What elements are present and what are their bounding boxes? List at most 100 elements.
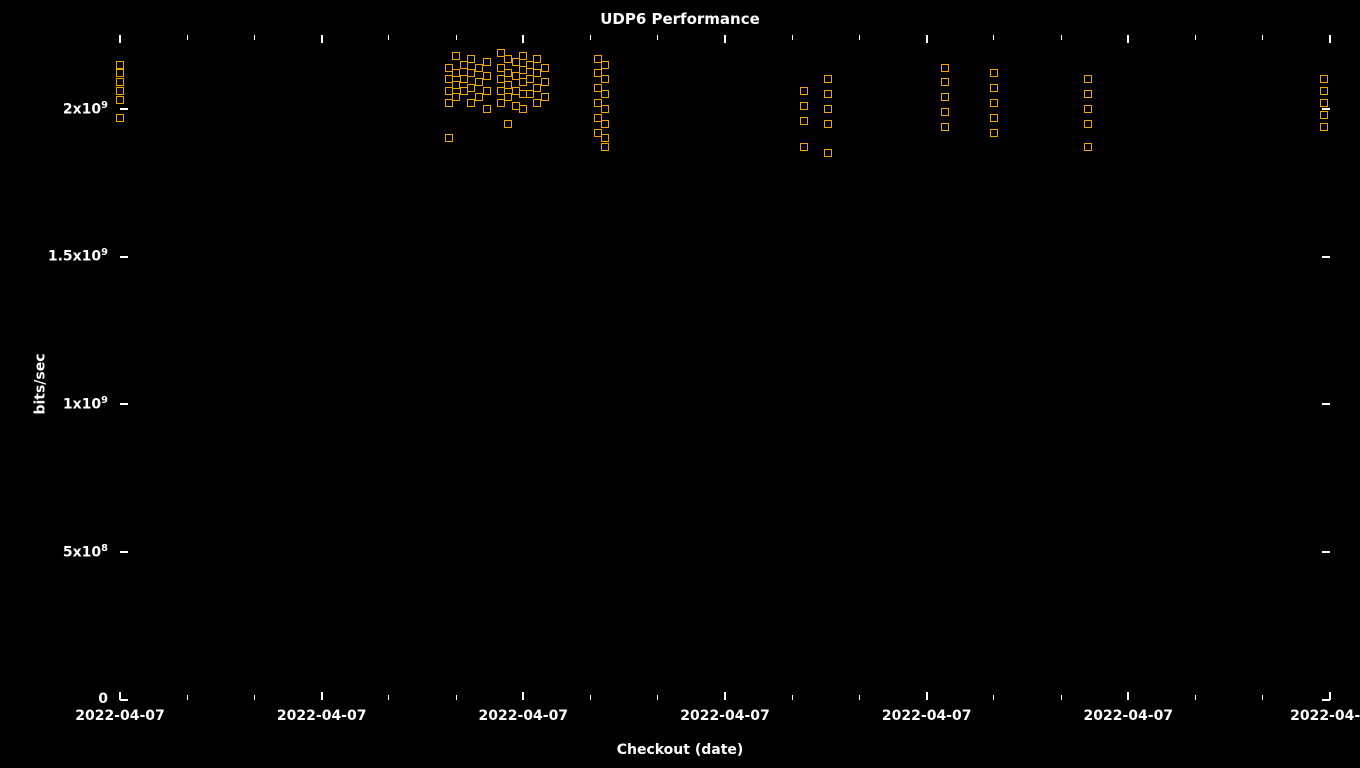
data-point xyxy=(483,58,491,66)
x-tick xyxy=(926,35,928,43)
x-tick xyxy=(724,692,726,700)
data-point xyxy=(824,90,832,98)
x-tick-label: 2022-04-07 xyxy=(479,708,569,724)
data-point xyxy=(1084,75,1092,83)
x-tick xyxy=(522,692,524,700)
x-minor-tick xyxy=(187,695,188,700)
data-point xyxy=(1084,90,1092,98)
x-minor-tick xyxy=(1195,35,1196,40)
x-axis-label: Checkout (date) xyxy=(0,742,1360,758)
data-point xyxy=(116,61,124,69)
x-minor-tick xyxy=(993,35,994,40)
data-point xyxy=(824,120,832,128)
data-point xyxy=(541,93,549,101)
data-point xyxy=(483,72,491,80)
data-point xyxy=(800,102,808,110)
data-point xyxy=(1084,143,1092,151)
data-point xyxy=(519,105,527,113)
x-minor-tick xyxy=(1262,35,1263,40)
x-tick xyxy=(321,692,323,700)
data-point xyxy=(116,114,124,122)
y-tick xyxy=(1322,256,1330,258)
x-minor-tick xyxy=(456,695,457,700)
y-tick-label: 1.5x109 xyxy=(48,247,108,265)
data-point xyxy=(116,69,124,77)
data-point xyxy=(1320,99,1328,107)
data-point xyxy=(541,64,549,72)
y-tick xyxy=(1322,403,1330,405)
data-point xyxy=(824,105,832,113)
x-tick xyxy=(119,692,121,700)
x-minor-tick xyxy=(859,35,860,40)
data-point xyxy=(1320,123,1328,131)
x-minor-tick xyxy=(254,35,255,40)
data-point xyxy=(800,143,808,151)
x-tick xyxy=(119,35,121,43)
chart-title: UDP6 Performance xyxy=(0,10,1360,28)
data-point xyxy=(941,93,949,101)
y-tick xyxy=(1322,551,1330,553)
x-tick xyxy=(1127,35,1129,43)
data-point xyxy=(990,84,998,92)
x-minor-tick xyxy=(590,35,591,40)
data-point xyxy=(533,55,541,63)
y-tick xyxy=(120,699,128,701)
x-minor-tick xyxy=(254,695,255,700)
data-point xyxy=(452,52,460,60)
x-tick xyxy=(522,35,524,43)
data-point xyxy=(1084,120,1092,128)
x-tick xyxy=(724,35,726,43)
data-point xyxy=(601,143,609,151)
data-point xyxy=(483,105,491,113)
data-point xyxy=(541,78,549,86)
y-tick-label: 2x109 xyxy=(63,100,108,118)
data-point xyxy=(116,78,124,86)
data-point xyxy=(941,123,949,131)
x-minor-tick xyxy=(388,35,389,40)
x-tick-label: 2022-04-07 xyxy=(75,708,165,724)
x-tick xyxy=(926,692,928,700)
x-minor-tick xyxy=(1061,695,1062,700)
x-minor-tick xyxy=(657,695,658,700)
data-point xyxy=(990,99,998,107)
x-tick xyxy=(1127,692,1129,700)
y-tick xyxy=(120,108,128,110)
data-point xyxy=(519,52,527,60)
data-point xyxy=(601,105,609,113)
x-minor-tick xyxy=(590,695,591,700)
x-minor-tick xyxy=(792,695,793,700)
data-point xyxy=(116,87,124,95)
data-point xyxy=(467,55,475,63)
data-point xyxy=(941,108,949,116)
data-point xyxy=(467,84,475,92)
x-minor-tick xyxy=(187,35,188,40)
udp6-performance-chart: UDP6 Performance bits/sec Checkout (date… xyxy=(0,0,1360,768)
data-point xyxy=(483,87,491,95)
x-tick-label: 2022-04-07 xyxy=(277,708,367,724)
y-tick-label: 1x109 xyxy=(63,395,108,413)
data-point xyxy=(1320,111,1328,119)
data-point xyxy=(990,69,998,77)
data-point xyxy=(116,96,124,104)
x-tick xyxy=(1329,692,1331,700)
data-point xyxy=(800,87,808,95)
data-point xyxy=(941,64,949,72)
data-point xyxy=(601,120,609,128)
x-tick xyxy=(321,35,323,43)
data-point xyxy=(601,90,609,98)
x-minor-tick xyxy=(792,35,793,40)
data-point xyxy=(445,134,453,142)
plot-area: 05x1081x1091.5x1092x1092022-04-072022-04… xyxy=(120,35,1330,700)
y-axis-label: bits/sec xyxy=(33,353,49,414)
data-point xyxy=(1320,87,1328,95)
data-point xyxy=(504,120,512,128)
data-point xyxy=(467,69,475,77)
y-tick-label: 5x108 xyxy=(63,543,108,561)
x-minor-tick xyxy=(859,695,860,700)
data-point xyxy=(990,129,998,137)
y-tick xyxy=(120,551,128,553)
data-point xyxy=(601,75,609,83)
data-point xyxy=(941,78,949,86)
x-minor-tick xyxy=(388,695,389,700)
data-point xyxy=(990,114,998,122)
